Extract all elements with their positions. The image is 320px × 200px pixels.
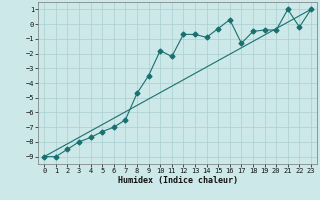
X-axis label: Humidex (Indice chaleur): Humidex (Indice chaleur) [118,176,238,185]
